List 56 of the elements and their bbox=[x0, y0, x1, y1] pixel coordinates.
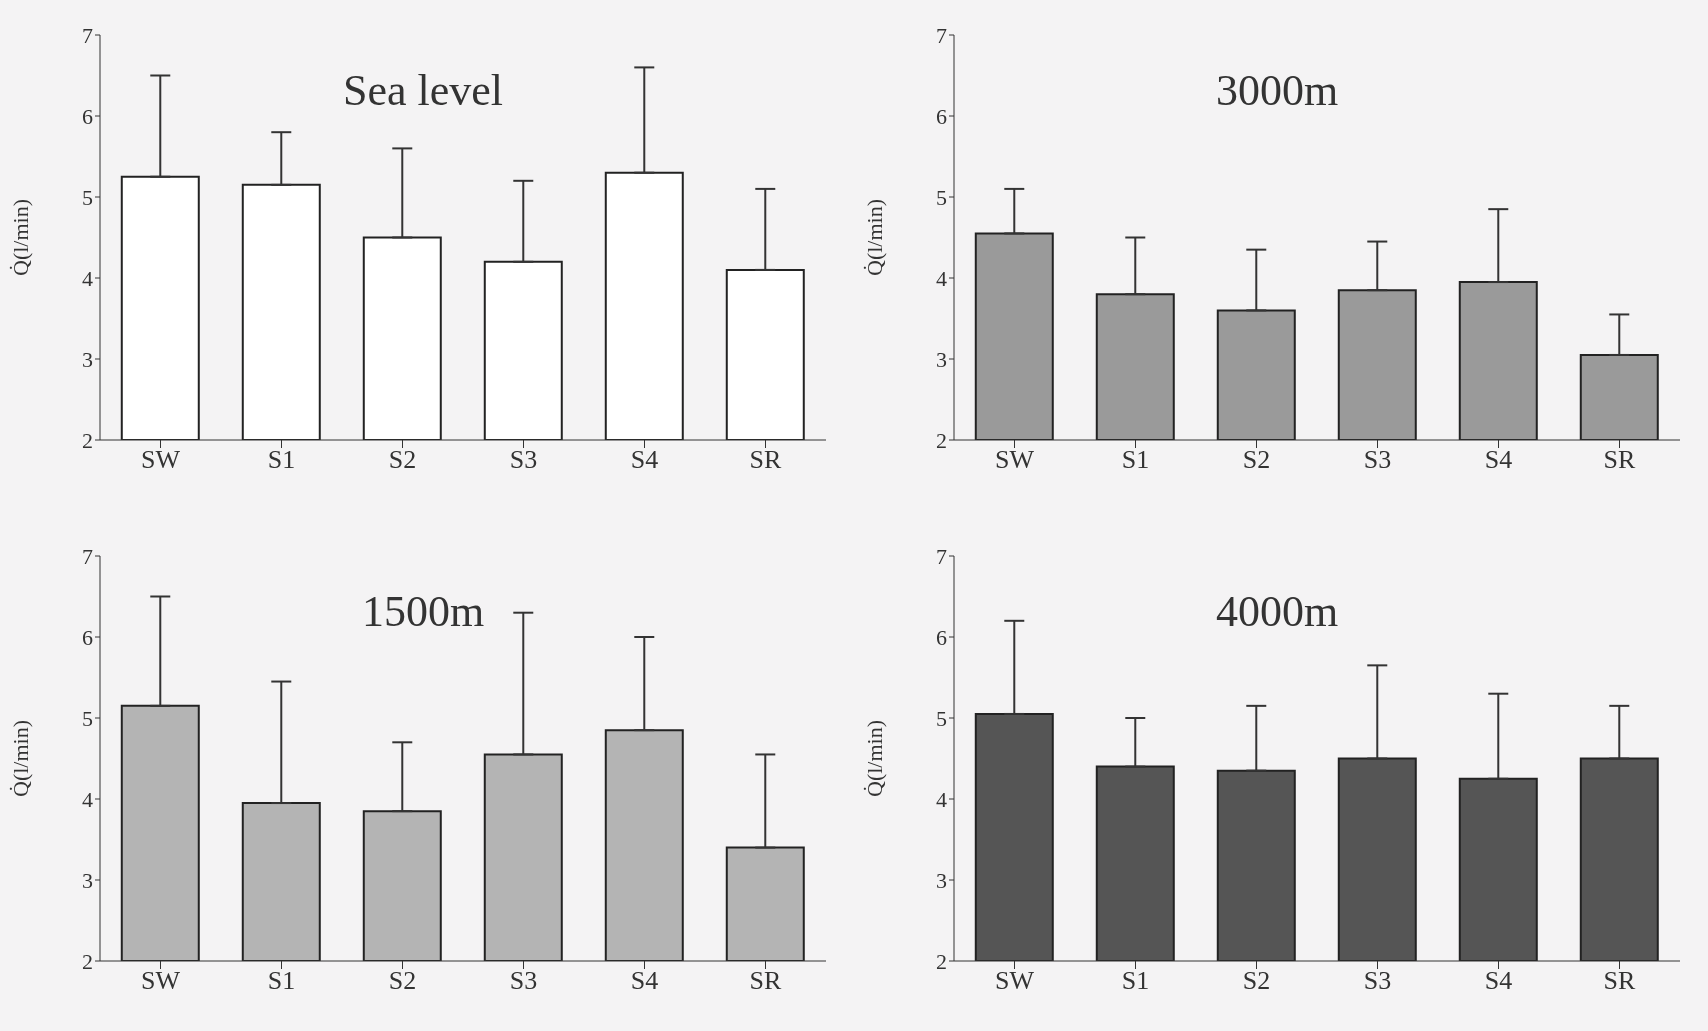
y-tick-label: 2 bbox=[936, 948, 947, 974]
y-tick-label: 3 bbox=[82, 867, 93, 893]
y-tick-label: 7 bbox=[936, 543, 947, 569]
y-tick-label: 6 bbox=[82, 103, 93, 129]
y-tick-label: 4 bbox=[82, 265, 93, 291]
y-tick-label: 5 bbox=[936, 705, 947, 731]
y-tick-label: 4 bbox=[936, 786, 947, 812]
x-tick-label: S1 bbox=[267, 965, 296, 995]
y-tick-label: 6 bbox=[936, 103, 947, 129]
x-tick-label: S2 bbox=[1242, 445, 1271, 475]
y-axis-title: Q̇(l/min) bbox=[7, 719, 33, 797]
y-tick-label: 2 bbox=[82, 948, 93, 974]
x-tick-label: S3 bbox=[509, 445, 538, 475]
text: 1500m bbox=[361, 586, 485, 636]
x-tick-label: SR bbox=[749, 965, 783, 995]
x-tick-label: S4 bbox=[1484, 445, 1513, 475]
y-tick-label: 2 bbox=[936, 427, 947, 453]
x-tick-label: SW bbox=[995, 445, 1035, 475]
x-tick-label: S2 bbox=[388, 445, 417, 475]
x-tick-label: S4 bbox=[630, 445, 659, 475]
x-tick-label: SR bbox=[749, 445, 783, 475]
text: Sea level bbox=[342, 66, 504, 115]
y-axis-title: Q̇(l/min) bbox=[861, 719, 887, 797]
y-tick-label: 3 bbox=[82, 346, 93, 372]
y-tick-label: 5 bbox=[82, 184, 93, 210]
x-tick-label: S1 bbox=[1121, 965, 1150, 995]
x-tick-label: S1 bbox=[267, 445, 296, 475]
y-tick-label: 7 bbox=[82, 22, 93, 48]
x-tick-label: S4 bbox=[630, 965, 659, 995]
x-tick-label: S4 bbox=[1484, 965, 1513, 995]
x-tick-label: S3 bbox=[1363, 965, 1392, 995]
x-tick-label: SW bbox=[141, 445, 181, 475]
y-tick-label: 5 bbox=[936, 184, 947, 210]
x-tick-label: S3 bbox=[1363, 445, 1392, 475]
y-tick-label: 2 bbox=[82, 427, 93, 453]
y-tick-label: 7 bbox=[82, 543, 93, 569]
x-tick-label: SW bbox=[995, 965, 1035, 995]
y-tick-label: 4 bbox=[936, 265, 947, 291]
x-tick-label: SR bbox=[1603, 445, 1637, 475]
x-tick-label: S1 bbox=[1121, 445, 1150, 475]
x-tick-label: SR bbox=[1603, 965, 1637, 995]
y-axis-title: Q̇(l/min) bbox=[7, 199, 33, 276]
y-tick-label: 5 bbox=[82, 705, 93, 731]
x-tick-label: SW bbox=[141, 965, 181, 995]
y-tick-label: 3 bbox=[936, 346, 947, 372]
y-axis-title: Q̇(l/min) bbox=[861, 199, 887, 276]
y-tick-label: 7 bbox=[936, 22, 947, 48]
x-tick-label: S2 bbox=[1242, 965, 1271, 995]
x-tick-label: S2 bbox=[388, 965, 417, 995]
y-tick-label: 4 bbox=[82, 786, 93, 812]
y-tick-label: 6 bbox=[936, 624, 947, 650]
text: 4000m bbox=[1215, 586, 1339, 636]
y-tick-label: 3 bbox=[936, 867, 947, 893]
x-tick-label: S3 bbox=[509, 965, 538, 995]
y-tick-label: 6 bbox=[82, 624, 93, 650]
text: 3000m bbox=[1215, 66, 1339, 115]
